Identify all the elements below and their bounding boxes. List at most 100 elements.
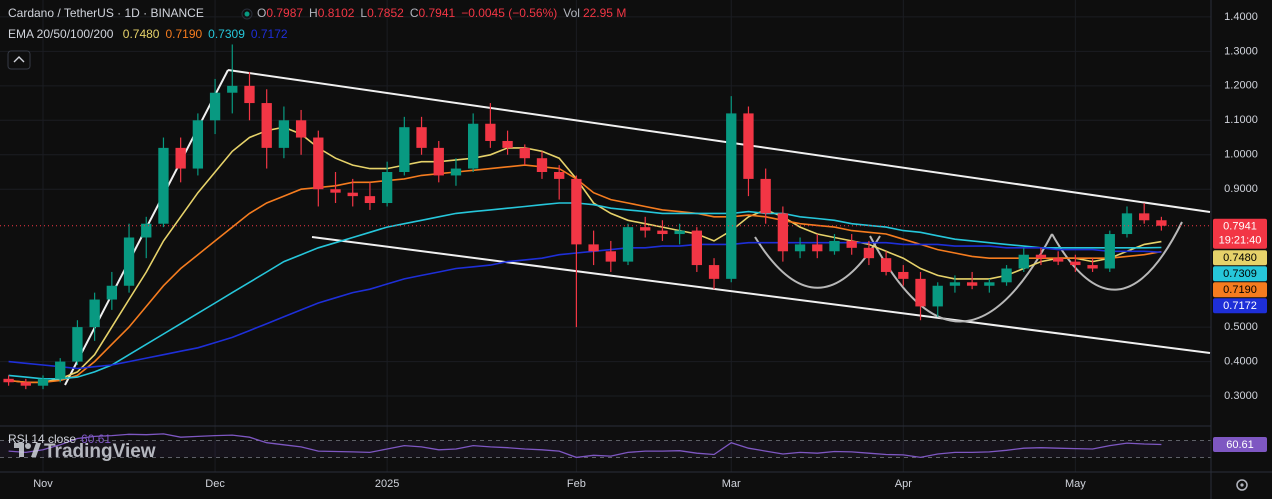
x-tick-label: Nov	[33, 478, 53, 490]
y-tick-label: 1.2000	[1224, 80, 1258, 92]
candle-body	[1139, 213, 1150, 221]
ema-value: 0.7309	[208, 27, 245, 41]
candle-body	[949, 282, 961, 286]
candle-body	[640, 227, 651, 231]
ema-value: 0.7172	[251, 27, 288, 41]
ema-badge-label: 0.7480	[1223, 252, 1257, 264]
candle-body	[1070, 261, 1081, 266]
candle-body	[141, 223, 152, 238]
candle-body	[743, 113, 754, 179]
ohlc-key: C	[410, 6, 419, 20]
candle-body	[192, 120, 204, 169]
candle-body	[123, 237, 135, 286]
y-tick-label: 1.0000	[1224, 149, 1258, 161]
candle-body	[1104, 234, 1115, 269]
ohlc-legend: O0.7987 H0.8102 L0.7852 C0.7941 −0.0045 (−0.…	[257, 6, 626, 20]
y-tick-label: 0.9000	[1224, 183, 1258, 195]
candle-body	[898, 271, 909, 279]
candle-body	[657, 230, 668, 235]
logo-mark	[25, 443, 31, 449]
candle-body	[863, 247, 875, 259]
logo-mark	[14, 443, 24, 457]
rsi-badge-label: 60.61	[1226, 439, 1254, 451]
watermark-text: TradingView	[44, 441, 156, 462]
candle-body	[55, 361, 66, 379]
candle-body	[261, 103, 272, 148]
candle-body	[932, 285, 943, 307]
ema-value: 0.7190	[165, 27, 202, 41]
candle-body	[106, 285, 117, 300]
ema-legend: EMA 20/50/100/200 0.7480 0.7190 0.7309 0.71…	[8, 27, 288, 41]
candle-body	[536, 158, 548, 172]
ema-line	[8, 126, 1162, 384]
y-tick-label: 0.4000	[1224, 355, 1258, 367]
candle-body	[295, 120, 307, 138]
candle-body	[450, 168, 462, 176]
x-tick-label: Dec	[205, 478, 225, 490]
y-tick-label: 0.5000	[1224, 321, 1258, 333]
x-tick-label: Mar	[722, 478, 741, 490]
ema-line	[8, 164, 1162, 384]
candle-body	[244, 85, 255, 104]
chevron-icon	[13, 56, 25, 63]
status-dot	[244, 11, 250, 17]
watermark: TradingView	[14, 441, 156, 462]
y-tick-label: 1.4000	[1224, 11, 1258, 23]
candle-body	[708, 265, 720, 279]
ema-badge	[1213, 266, 1267, 282]
candle-body	[1018, 254, 1029, 269]
candle-body	[37, 378, 49, 386]
last-price-label: 0.7941	[1223, 221, 1257, 233]
candle-body	[588, 244, 599, 252]
candle-body	[1121, 213, 1133, 235]
volume-key: Vol	[563, 6, 580, 20]
candle-body	[485, 123, 496, 141]
candle-body	[89, 299, 100, 328]
x-tick-label: May	[1065, 478, 1086, 490]
candle-body	[433, 147, 444, 176]
header-line: Cardano / TetherUS · 1D · BINANCE	[8, 6, 204, 20]
x-tick-label: 2025	[375, 478, 399, 490]
candle-body	[347, 192, 358, 197]
indicator-title: EMA 20/50/100/200	[8, 27, 114, 41]
ohlc-value: 0.7987	[266, 6, 303, 20]
grid-layer	[0, 0, 1211, 472]
ohlc-key: L	[360, 6, 367, 20]
candle-body	[1053, 258, 1064, 262]
candle-body	[381, 171, 393, 204]
collapse-button[interactable]	[7, 50, 31, 70]
rsi-legend: RSI 14 close 60.61	[8, 432, 111, 446]
candle-body	[880, 258, 892, 272]
candle-body	[3, 378, 14, 383]
candle-body	[1001, 268, 1012, 283]
candle-body	[227, 85, 238, 93]
y-tick-label: 1.1000	[1224, 114, 1258, 126]
candle-body	[846, 240, 857, 248]
ohlc-key: H	[309, 6, 318, 20]
candle-body	[399, 127, 410, 172]
settings-icon	[1240, 483, 1244, 487]
ema-badge	[1213, 298, 1267, 314]
candle-body	[20, 382, 31, 386]
rsi-badge	[1213, 437, 1267, 453]
candle-body	[691, 230, 702, 266]
ohlc-value: 0.7941	[418, 6, 455, 20]
ema-line	[8, 241, 1162, 370]
rsi-value: 60.61	[81, 432, 111, 446]
rsi-band	[0, 440, 1211, 458]
settings-button[interactable]	[1236, 479, 1248, 491]
ema-badge	[1213, 250, 1267, 266]
candle-body	[502, 140, 513, 148]
candle-body	[605, 251, 616, 262]
x-tick-label: Apr	[895, 478, 912, 490]
ema-line	[8, 202, 1162, 380]
channel-bottom	[311, 236, 1211, 354]
candle-body	[674, 230, 685, 235]
candle-body	[72, 327, 83, 362]
rsi-pane: RSI 14 close 60.61	[0, 432, 1211, 459]
ohlc-key: O	[257, 6, 266, 20]
candle-body	[1087, 265, 1098, 269]
candle-body	[519, 147, 530, 159]
